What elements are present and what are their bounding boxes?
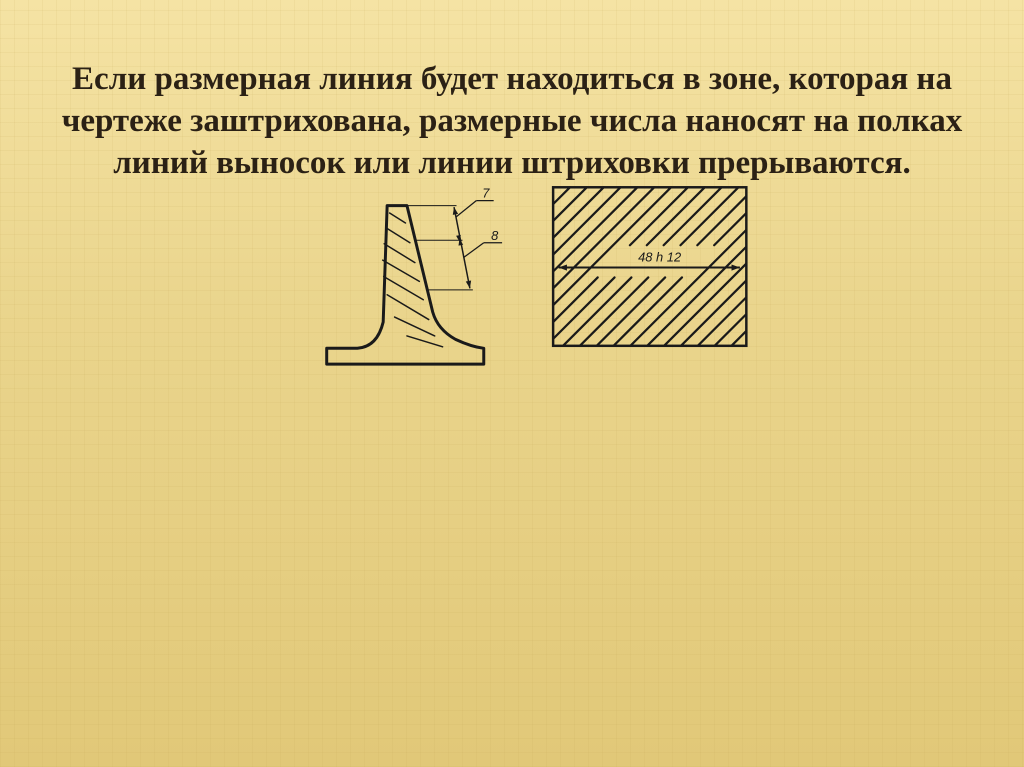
svg-text:7: 7 [482,186,490,201]
left-leaders: 78 [456,186,502,258]
left-dimension-line [453,207,471,288]
diagrams-svg: 78 48 h 12 [0,0,1024,380]
right-dimension-label: 48 h 12 [638,250,681,265]
left-outline [327,206,484,365]
svg-text:8: 8 [491,228,499,243]
left-figure: 78 [327,186,502,364]
slide: Если размерная линия будет находиться в … [0,0,1024,767]
right-figure: 48 h 12 [553,187,746,346]
